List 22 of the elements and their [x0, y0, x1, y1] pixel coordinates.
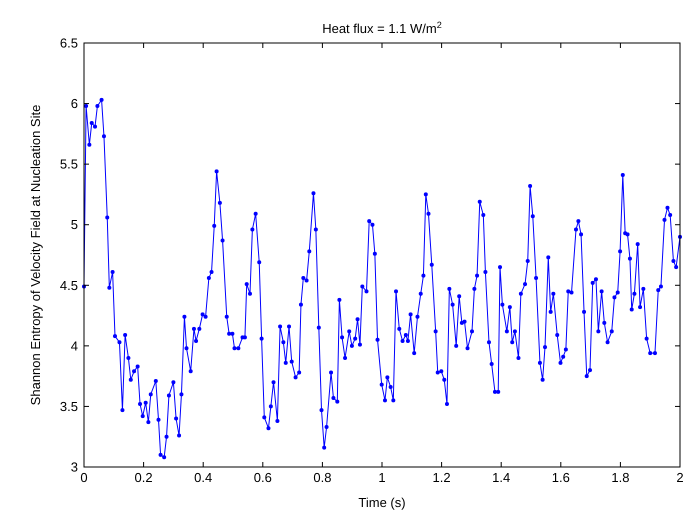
x-tick-label: 0 [80, 470, 88, 485]
x-tick-label: 2 [676, 470, 684, 485]
x-tick-label: 0.2 [134, 470, 153, 485]
y-tick-label: 4 [70, 338, 78, 354]
y-tick-label: 4.5 [60, 278, 78, 293]
x-tick-label: 1.2 [432, 470, 451, 485]
y-tick-label: 3.5 [60, 398, 78, 414]
x-tick-label: 1 [378, 470, 386, 485]
y-tick-label: 3 [70, 460, 78, 474]
x-axis-title: Time (s) [358, 495, 406, 510]
x-tick-label: 0.8 [313, 470, 332, 485]
x-tick-label: 0.4 [194, 470, 212, 485]
y-tick-label: 6 [70, 96, 78, 112]
x-tick-label: 0.6 [254, 470, 272, 485]
y-tick-label: 5.5 [60, 156, 78, 172]
y-tick-label: 6.5 [60, 36, 78, 50]
y-axis-title: Shannon Entropy of Velocity Field at Nucleation Site [28, 104, 43, 406]
x-tick-label: 1.8 [611, 470, 630, 485]
chart-title: Heat flux = 1.1 W/m$^{2}$ [322, 20, 442, 36]
x-tick-label: 1.4 [492, 470, 510, 485]
x-tick-label: 1.6 [552, 470, 570, 485]
y-tick-label: 5 [70, 217, 78, 232]
